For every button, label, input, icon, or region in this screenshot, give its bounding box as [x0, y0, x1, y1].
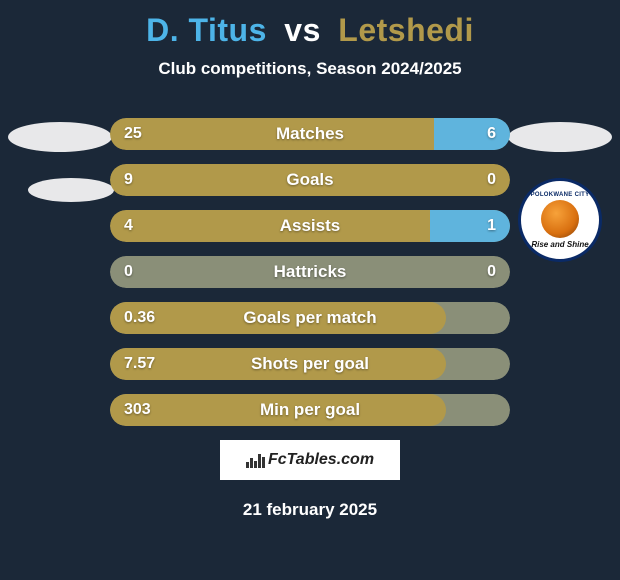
badge-bottom-text: Rise and Shine: [531, 240, 588, 249]
stat-label: Matches: [110, 118, 510, 150]
player1-club-placeholder: [28, 178, 114, 202]
player2-avatar-placeholder: [508, 122, 612, 152]
stat-label: Assists: [110, 210, 510, 242]
chart-icon: [246, 452, 264, 468]
stat-bar: 41Assists: [110, 210, 510, 242]
player2-name: Letshedi: [338, 12, 474, 48]
stat-label: Goals: [110, 164, 510, 196]
stat-bar: 90Goals: [110, 164, 510, 196]
player1-name: D. Titus: [146, 12, 267, 48]
stat-bar: 00Hattricks: [110, 256, 510, 288]
stat-bar: 256Matches: [110, 118, 510, 150]
comparison-subtitle: Club competitions, Season 2024/2025: [0, 59, 620, 79]
vs-text: vs: [284, 12, 321, 48]
stat-label: Min per goal: [110, 394, 510, 426]
stat-bar: 7.57Shots per goal: [110, 348, 510, 380]
stat-label: Hattricks: [110, 256, 510, 288]
stat-bar: 303Min per goal: [110, 394, 510, 426]
badge-center-icon: [541, 200, 579, 238]
stat-bar: 0.36Goals per match: [110, 302, 510, 334]
stat-label: Shots per goal: [110, 348, 510, 380]
player1-avatar-placeholder: [8, 122, 112, 152]
comparison-title: D. Titus vs Letshedi: [0, 0, 620, 49]
comparison-date: 21 february 2025: [0, 500, 620, 520]
badge-top-text: POLOKWANE CITY: [531, 192, 590, 198]
branding-box: FcTables.com: [220, 440, 400, 480]
stat-label: Goals per match: [110, 302, 510, 334]
branding-text: FcTables.com: [268, 451, 374, 469]
stats-bars: 256Matches 90Goals 41Assists 00Hattricks 0.3…: [110, 118, 510, 440]
player2-club-badge: POLOKWANE CITY Rise and Shine: [518, 178, 602, 262]
